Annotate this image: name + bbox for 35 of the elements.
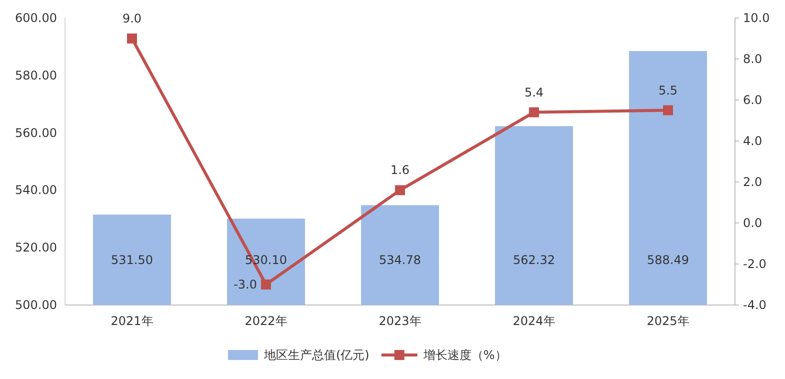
y-tick-label: 580.00 <box>15 68 57 82</box>
y2-tick-label: 0.0 <box>743 216 762 230</box>
legend-label: 增长速度（%） <box>422 348 507 362</box>
x-tick-label: 2021年 <box>110 314 154 328</box>
y-tick-label: 540.00 <box>15 183 57 198</box>
data-label: 534.78 <box>379 253 421 267</box>
point <box>127 34 137 44</box>
data-label: -3.0 <box>234 278 257 292</box>
y2-tick-label: 10.0 <box>743 11 770 25</box>
data-label: 1.6 <box>390 163 410 178</box>
data-label: 5.4 <box>524 85 544 100</box>
y-tick-label: 600.00 <box>15 11 57 25</box>
data-label: 531.50 <box>111 253 153 267</box>
point <box>395 185 405 196</box>
x-tick-label: 2023年 <box>378 314 422 328</box>
x-tick-label: 2025年 <box>646 314 690 328</box>
y2-tick-label: 4.0 <box>743 134 762 148</box>
point <box>529 107 539 118</box>
y2-tick-label: 2.0 <box>743 175 762 189</box>
y2-tick-label: -2.0 <box>743 257 766 271</box>
y-tick-label: 560.00 <box>15 126 57 140</box>
y2-tick-label: 6.0 <box>743 93 762 107</box>
data-label: 5.5 <box>658 83 678 98</box>
y-tick-label: 500.00 <box>15 298 57 312</box>
x-tick-label: 2024年 <box>512 314 556 328</box>
legend-label: 地区生产总值(亿元) <box>263 348 370 362</box>
y2-tick-label: 8.0 <box>743 52 762 66</box>
point <box>261 280 271 290</box>
y2-tick-label: -4.0 <box>743 298 766 312</box>
y-tick-label: 520.00 <box>15 240 57 255</box>
data-label: 562.32 <box>513 253 555 267</box>
data-label: 9.0 <box>122 12 142 26</box>
point <box>663 105 673 116</box>
x-tick-label: 2022年 <box>244 314 288 328</box>
data-label: 588.49 <box>647 253 689 267</box>
